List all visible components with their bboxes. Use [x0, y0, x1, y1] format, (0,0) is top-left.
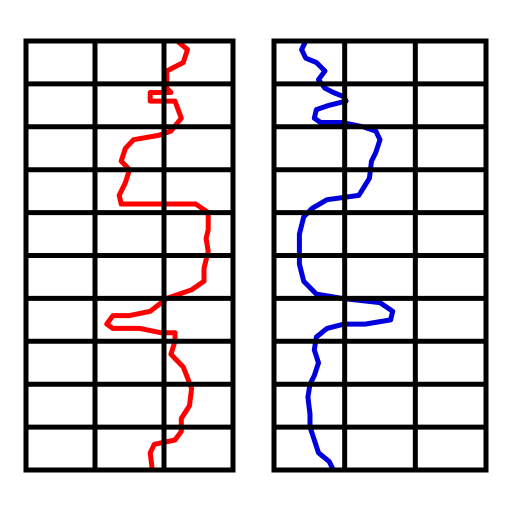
left-log-curve — [104, 38, 211, 473]
right-panel-frame — [271, 38, 489, 473]
left-log-panel — [23, 38, 236, 473]
left-panel-frame — [23, 38, 236, 473]
right-log-panel — [271, 38, 489, 473]
